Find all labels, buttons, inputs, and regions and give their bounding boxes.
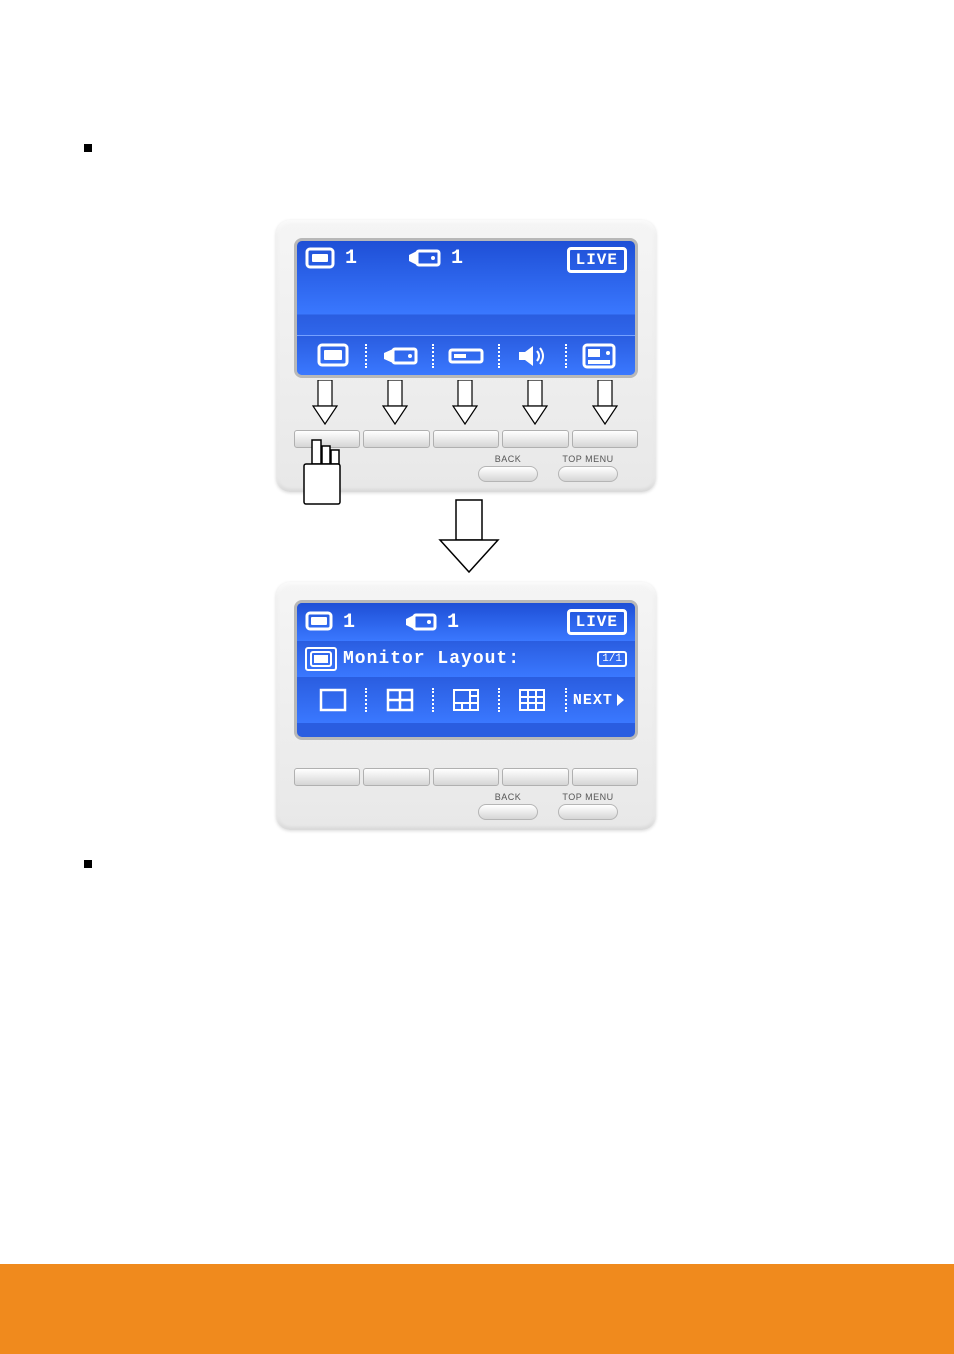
lcd-screen-1: 1 1 LIVE xyxy=(294,238,638,378)
camera-number: 1 xyxy=(451,247,463,270)
camera-icon xyxy=(405,612,437,632)
monitor-icon xyxy=(303,340,363,371)
topmenu-label: TOP MENU xyxy=(562,792,613,802)
softkey-3[interactable] xyxy=(433,768,499,786)
monitor-icon xyxy=(305,611,333,633)
device-panel-1: 1 1 LIVE xyxy=(276,220,656,492)
softkey-3[interactable] xyxy=(433,430,499,448)
back-button[interactable] xyxy=(478,466,538,482)
camera-number: 1 xyxy=(447,611,459,634)
separator xyxy=(498,344,500,368)
separator xyxy=(432,344,434,368)
camera-icon xyxy=(369,340,429,371)
screen-softkey-row: NEXT xyxy=(297,677,635,723)
live-status: LIVE xyxy=(567,609,627,635)
separator xyxy=(365,344,367,368)
layout-title: Monitor Layout: xyxy=(343,649,520,669)
nav-button-row: BACK TOP MENU xyxy=(294,792,638,820)
controller-icon xyxy=(569,340,629,371)
softkey-5[interactable] xyxy=(572,768,638,786)
chevron-right-icon xyxy=(615,693,625,707)
softkey-button-row xyxy=(294,768,638,786)
softkey-arrows xyxy=(294,380,638,432)
separator xyxy=(365,688,367,712)
softkey-1[interactable] xyxy=(294,768,360,786)
monitor-number: 1 xyxy=(343,611,355,634)
next-label: NEXT xyxy=(573,692,613,709)
page-indicator: 1/1 xyxy=(597,651,627,667)
back-label: BACK xyxy=(495,454,522,464)
hand-cursor-icon xyxy=(296,438,352,510)
screen-softkey-row xyxy=(297,335,635,375)
topmenu-button[interactable] xyxy=(558,804,618,820)
bullet-marker xyxy=(84,860,92,868)
screen-status-row: 1 1 LIVE xyxy=(297,603,635,641)
camera-icon xyxy=(407,247,441,269)
monitor-number: 1 xyxy=(345,247,357,270)
softkey-2[interactable] xyxy=(363,430,429,448)
recorder-icon xyxy=(436,340,496,371)
back-button[interactable] xyxy=(478,804,538,820)
next-option: NEXT xyxy=(569,681,629,719)
layout-9-icon xyxy=(502,681,562,719)
layout-4-icon xyxy=(369,681,429,719)
flow-arrow-down xyxy=(434,498,504,576)
bullet-marker xyxy=(84,144,92,152)
audio-icon xyxy=(502,340,562,371)
separator xyxy=(565,688,567,712)
monitor-icon xyxy=(305,247,335,271)
lcd-screen-2: 1 1 LIVE Monitor Layout: 1/1 xyxy=(294,600,638,740)
footer-bar xyxy=(0,1264,954,1354)
device-panel-2: 1 1 LIVE Monitor Layout: 1/1 xyxy=(276,582,656,830)
back-label: BACK xyxy=(495,792,522,802)
separator xyxy=(498,688,500,712)
topmenu-label: TOP MENU xyxy=(562,454,613,464)
softkey-4[interactable] xyxy=(502,430,568,448)
monitor-icon xyxy=(305,647,337,671)
topmenu-button[interactable] xyxy=(558,466,618,482)
live-status: LIVE xyxy=(567,247,627,273)
screen-status-row: 1 1 LIVE xyxy=(297,241,635,335)
layout-6-icon xyxy=(436,681,496,719)
softkey-2[interactable] xyxy=(363,768,429,786)
softkey-4[interactable] xyxy=(502,768,568,786)
screen-title-row: Monitor Layout: 1/1 xyxy=(297,641,635,677)
separator xyxy=(565,344,567,368)
layout-1-icon xyxy=(303,681,363,719)
separator xyxy=(432,688,434,712)
softkey-5[interactable] xyxy=(572,430,638,448)
